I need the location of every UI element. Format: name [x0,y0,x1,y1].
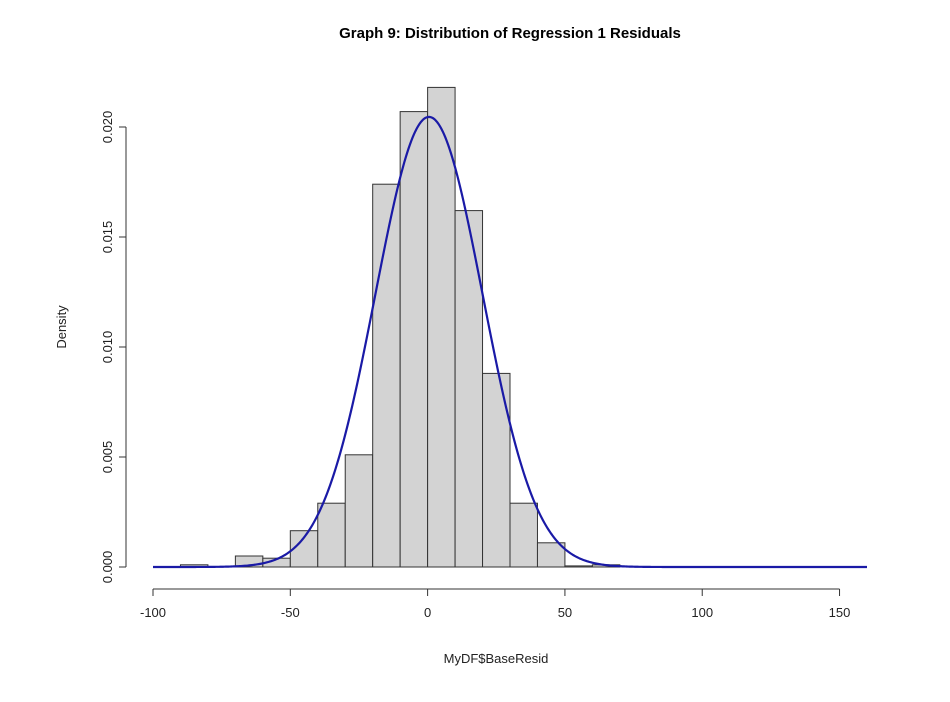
y-tick-label: 0.000 [100,551,115,584]
chart-title: Graph 9: Distribution of Regression 1 Re… [339,25,681,42]
x-tick-label: 100 [691,605,713,620]
y-tick-label: 0.020 [100,111,115,144]
x-tick-label: 0 [424,605,431,620]
y-axis: 0.000 0.005 0.010 0.015 0.020 [100,111,127,584]
histogram-bars [179,86,621,568]
histogram-bar [536,542,566,568]
y-tick-label: 0.005 [100,441,115,474]
x-tick-label: 50 [558,605,572,620]
histogram-bar [564,565,593,568]
histogram-bar [372,183,401,568]
x-axis-label: MyDF$BaseResid [444,651,549,666]
histogram-bar [399,111,429,568]
y-axis-label: Density [54,305,69,349]
histogram-bar [344,454,374,568]
histogram-bar [509,502,538,568]
x-tick-label: -50 [281,605,300,620]
histogram-bar [454,210,484,568]
y-tick-label: 0.015 [100,221,115,254]
x-tick-label: 150 [829,605,851,620]
histogram-bar [427,86,456,568]
normal-density-curve [153,115,867,569]
x-axis: -100 -50 0 50 100 150 [140,588,851,620]
histogram-bar [317,502,346,568]
y-tick-label: 0.010 [100,331,115,364]
x-tick-label: -100 [140,605,166,620]
